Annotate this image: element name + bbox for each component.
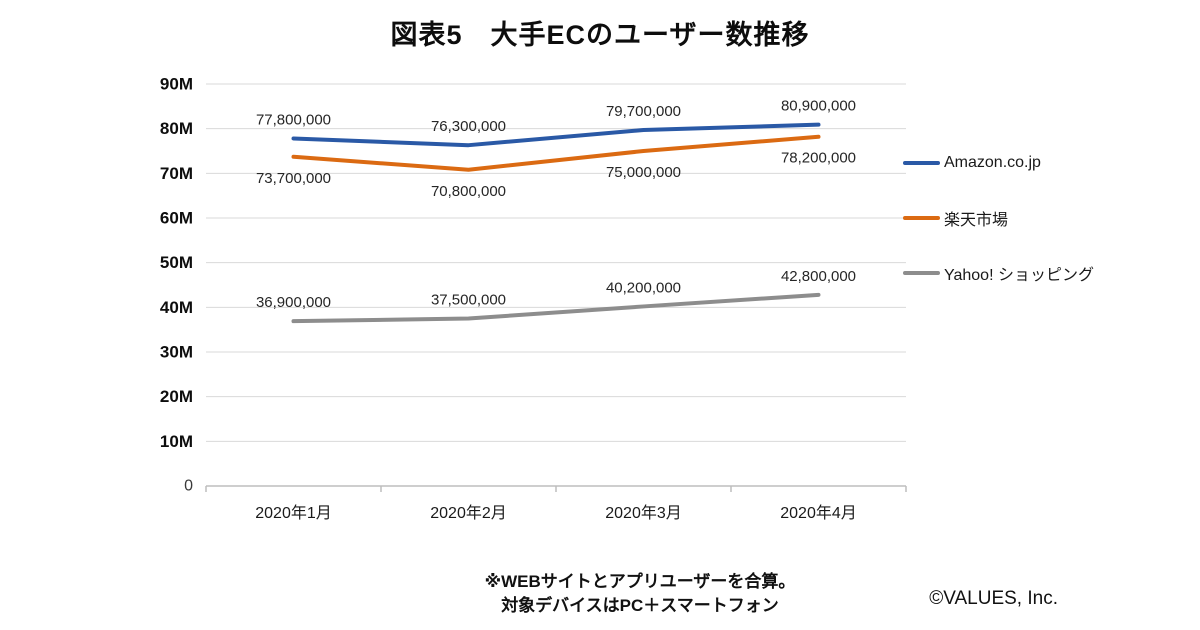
chart-title: 図表5 大手ECのユーザー数推移: [390, 20, 810, 50]
footnote-line2: 対象デバイスはPC＋スマートフォン: [501, 595, 779, 615]
data-label: 70,800,000: [431, 183, 506, 200]
y-axis-label: 40M: [160, 298, 193, 317]
series-line-0: [291, 122, 821, 148]
x-axis-label: 2020年2月: [430, 504, 507, 522]
data-label: 80,900,000: [781, 98, 856, 115]
legend-line-swatch-yahoo: [903, 270, 940, 275]
x-axis-label: 2020年4月: [780, 504, 857, 522]
series-line-2: [291, 292, 821, 324]
footnote-line1: ※WEBサイトとアプリユーザーを合算。: [484, 572, 796, 591]
x-axis-label: 2020年1月: [255, 504, 332, 522]
y-axis-label: 90M: [160, 75, 193, 94]
data-label: 40,200,000: [606, 279, 681, 296]
data-label: 36,900,000: [256, 294, 331, 311]
legend-label-amazon: Amazon.co.jp: [944, 153, 1041, 171]
copyright: ©VALUES, Inc.: [929, 588, 1058, 609]
y-axis-label: 80M: [160, 119, 193, 138]
y-axis-label: 10M: [160, 432, 193, 451]
data-label: 75,000,000: [606, 164, 681, 181]
legend-line-swatch-amazon: [903, 160, 940, 165]
legend-item-amazon[interactable]: Amazon.co.jp: [903, 135, 1094, 190]
legend-item-yahoo[interactable]: Yahoo! ショッピング: [903, 245, 1094, 300]
series-line-1: [291, 134, 821, 172]
data-label: 79,700,000: [606, 103, 681, 120]
y-axis-label: 30M: [160, 343, 193, 362]
data-label: 42,800,000: [781, 268, 856, 285]
legend-line-swatch-rakuten: [903, 215, 940, 220]
legend: Amazon.co.jp 楽天市場 Yahoo! ショッピング: [903, 135, 1094, 300]
y-axis-label: 20M: [160, 387, 193, 406]
legend-item-rakuten[interactable]: 楽天市場: [903, 190, 1094, 245]
y-axis-origin-label: 0: [184, 478, 193, 495]
y-axis-label: 50M: [160, 253, 193, 272]
data-label: 78,200,000: [781, 150, 856, 167]
data-label: 77,800,000: [256, 111, 331, 128]
footnote: ※WEBサイトとアプリユーザーを合算。 対象デバイスはPC＋スマートフォン: [80, 570, 1200, 618]
x-axis-label: 2020年3月: [605, 504, 682, 522]
data-label: 37,500,000: [431, 292, 506, 309]
y-axis-label: 70M: [160, 164, 193, 183]
legend-label-rakuten: 楽天市場: [944, 211, 1009, 229]
y-axis-label: 60M: [160, 209, 193, 228]
legend-label-yahoo: Yahoo! ショッピング: [944, 266, 1094, 284]
data-label: 73,700,000: [256, 170, 331, 187]
data-label: 76,300,000: [431, 118, 506, 135]
